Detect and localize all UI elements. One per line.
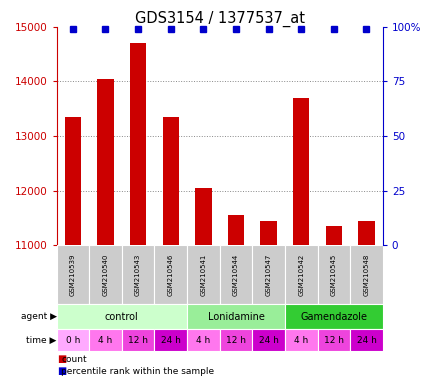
Bar: [293, 98, 309, 245]
Bar: [56, 304, 187, 329]
Text: 4 h: 4 h: [293, 336, 308, 345]
Bar: [130, 43, 146, 245]
Text: control: control: [105, 312, 138, 322]
Text: 4 h: 4 h: [196, 336, 210, 345]
Bar: [219, 245, 252, 304]
Bar: [187, 304, 284, 329]
Bar: [122, 245, 154, 304]
Text: ■: ■: [57, 354, 66, 364]
Bar: [162, 117, 178, 245]
Text: Lonidamine: Lonidamine: [207, 312, 264, 322]
Text: GSM210542: GSM210542: [298, 254, 303, 296]
Bar: [65, 117, 81, 245]
Bar: [317, 245, 349, 304]
Text: percentile rank within the sample: percentile rank within the sample: [61, 367, 214, 376]
Bar: [219, 329, 252, 351]
Bar: [325, 226, 341, 245]
Bar: [56, 329, 89, 351]
Text: GSM210539: GSM210539: [70, 253, 76, 296]
Text: GSM210543: GSM210543: [135, 253, 141, 296]
Text: agent ▶: agent ▶: [20, 312, 56, 321]
Bar: [89, 245, 122, 304]
Text: count: count: [61, 355, 87, 364]
Bar: [252, 329, 284, 351]
Bar: [284, 304, 382, 329]
Bar: [317, 329, 349, 351]
Text: Gamendazole: Gamendazole: [299, 312, 367, 322]
Bar: [358, 221, 374, 245]
Text: GSM210540: GSM210540: [102, 253, 108, 296]
Text: GSM210544: GSM210544: [233, 254, 238, 296]
Bar: [349, 329, 382, 351]
Bar: [227, 215, 243, 245]
Text: ■: ■: [57, 366, 66, 376]
Text: GSM210547: GSM210547: [265, 253, 271, 296]
Bar: [154, 245, 187, 304]
Bar: [154, 329, 187, 351]
Text: 12 h: 12 h: [128, 336, 148, 345]
Title: GDS3154 / 1377537_at: GDS3154 / 1377537_at: [135, 11, 304, 27]
Text: time ▶: time ▶: [26, 336, 56, 345]
Text: GSM210546: GSM210546: [168, 253, 173, 296]
Bar: [89, 329, 122, 351]
Text: 4 h: 4 h: [98, 336, 112, 345]
Text: 12 h: 12 h: [323, 336, 343, 345]
Text: 24 h: 24 h: [161, 336, 180, 345]
Bar: [56, 245, 89, 304]
Text: 12 h: 12 h: [226, 336, 245, 345]
Text: 24 h: 24 h: [356, 336, 375, 345]
Text: GSM210548: GSM210548: [363, 253, 368, 296]
Bar: [252, 245, 284, 304]
Bar: [97, 79, 113, 245]
Bar: [122, 329, 154, 351]
Text: GSM210545: GSM210545: [330, 254, 336, 296]
Bar: [187, 245, 219, 304]
Text: 24 h: 24 h: [258, 336, 278, 345]
Text: GSM210541: GSM210541: [200, 253, 206, 296]
Bar: [195, 188, 211, 245]
Bar: [187, 329, 219, 351]
Bar: [260, 221, 276, 245]
Bar: [284, 329, 317, 351]
Text: 0 h: 0 h: [66, 336, 80, 345]
Bar: [349, 245, 382, 304]
Bar: [284, 245, 317, 304]
